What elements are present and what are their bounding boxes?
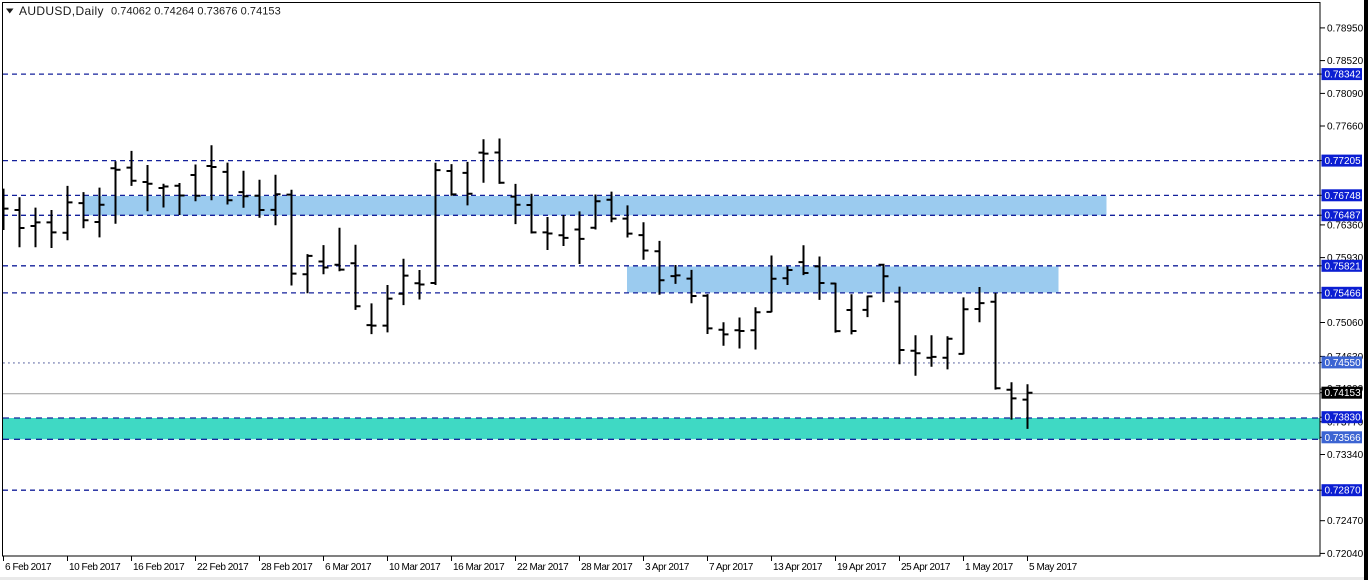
svg-text:16 Mar 2017: 16 Mar 2017 [453,562,505,573]
svg-text:22 Mar 2017: 22 Mar 2017 [517,562,569,573]
svg-text:0.72040: 0.72040 [1327,549,1364,560]
svg-text:0.75466: 0.75466 [1325,288,1362,299]
svg-text:0.74153: 0.74153 [1325,388,1362,399]
svg-text:0.72470: 0.72470 [1327,516,1364,527]
svg-text:3 Apr 2017: 3 Apr 2017 [645,562,690,573]
svg-text:22 Feb 2017: 22 Feb 2017 [197,562,249,573]
svg-text:13 Apr 2017: 13 Apr 2017 [773,562,823,573]
svg-text:7 Apr 2017: 7 Apr 2017 [709,562,754,573]
svg-text:0.73340: 0.73340 [1327,450,1364,461]
svg-text:5 May 2017: 5 May 2017 [1029,562,1078,573]
svg-text:28 Feb 2017: 28 Feb 2017 [261,562,313,573]
svg-text:0.77660: 0.77660 [1327,122,1364,133]
svg-text:0.78950: 0.78950 [1327,23,1364,34]
svg-text:25 Apr 2017: 25 Apr 2017 [901,562,951,573]
svg-text:0.73830: 0.73830 [1325,413,1362,424]
svg-text:0.72870: 0.72870 [1325,486,1362,497]
svg-text:28 Mar 2017: 28 Mar 2017 [581,562,633,573]
svg-text:0.76360: 0.76360 [1327,220,1364,231]
svg-text:1 May 2017: 1 May 2017 [965,562,1014,573]
svg-text:0.77205: 0.77205 [1325,156,1362,167]
svg-text:10 Mar 2017: 10 Mar 2017 [389,562,441,573]
svg-text:16 Feb 2017: 16 Feb 2017 [133,562,185,573]
svg-text:6 Mar 2017: 6 Mar 2017 [325,562,372,573]
svg-text:0.75060: 0.75060 [1327,318,1364,329]
svg-text:6 Feb 2017: 6 Feb 2017 [5,562,52,573]
svg-text:0.78342: 0.78342 [1325,70,1362,81]
svg-text:0.74550: 0.74550 [1325,358,1362,369]
svg-text:0.78520: 0.78520 [1327,56,1364,67]
svg-text:AUDUSD,Daily: AUDUSD,Daily [19,4,104,18]
svg-text:10 Feb 2017: 10 Feb 2017 [69,562,121,573]
svg-text:0.75821: 0.75821 [1325,261,1362,272]
svg-text:0.73566: 0.73566 [1325,433,1362,444]
svg-text:0.76487: 0.76487 [1325,211,1362,222]
svg-text:19 Apr 2017: 19 Apr 2017 [837,562,887,573]
svg-text:0.78090: 0.78090 [1327,89,1364,100]
svg-text:0.76748: 0.76748 [1325,191,1362,202]
svg-text:0.74062 0.74264 0.73676 0.7415: 0.74062 0.74264 0.73676 0.74153 [111,6,281,18]
svg-text:0.75930: 0.75930 [1327,253,1364,264]
